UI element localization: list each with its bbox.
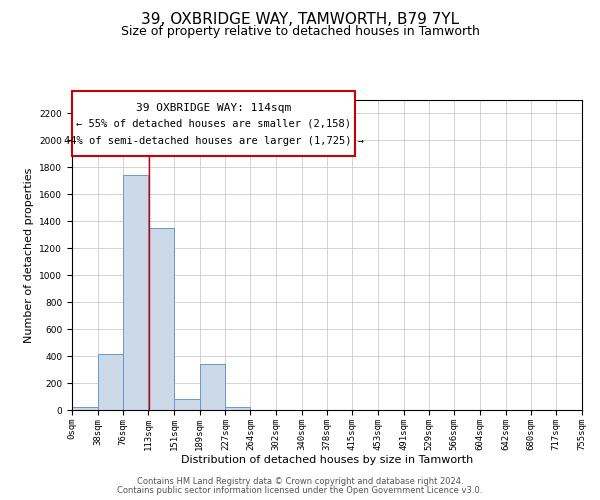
Bar [72,408,98,410]
Y-axis label: Number of detached properties: Number of detached properties [24,168,34,342]
Text: Contains public sector information licensed under the Open Government Licence v3: Contains public sector information licen… [118,486,482,495]
Text: 39 OXBRIDGE WAY: 114sqm: 39 OXBRIDGE WAY: 114sqm [136,103,291,113]
Text: Size of property relative to detached houses in Tamworth: Size of property relative to detached ho… [121,25,479,38]
Text: 39, OXBRIDGE WAY, TAMWORTH, B79 7YL: 39, OXBRIDGE WAY, TAMWORTH, B79 7YL [141,12,459,28]
Text: 44% of semi-detached houses are larger (1,725) →: 44% of semi-detached houses are larger (… [64,136,364,145]
Bar [200,364,226,410]
Text: Contains HM Land Registry data © Crown copyright and database right 2024.: Contains HM Land Registry data © Crown c… [137,477,463,486]
X-axis label: Distribution of detached houses by size in Tamworth: Distribution of detached houses by size … [181,456,473,466]
Bar [174,399,200,410]
Bar [148,228,174,410]
FancyBboxPatch shape [72,90,355,156]
Bar [124,176,148,410]
Text: ← 55% of detached houses are smaller (2,158): ← 55% of detached houses are smaller (2,… [76,118,351,128]
Bar [98,354,124,410]
Bar [226,406,250,410]
